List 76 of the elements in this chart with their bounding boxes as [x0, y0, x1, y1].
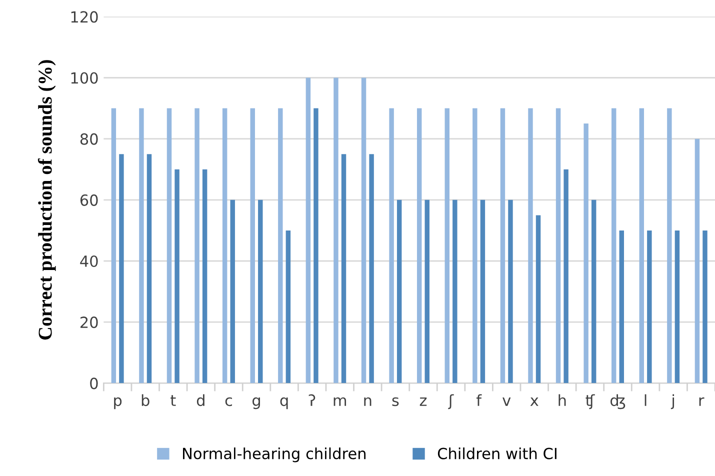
y-tick-label: 20 — [80, 316, 98, 328]
x-tick-label: m — [334, 397, 346, 406]
x-tick-label: d — [196, 394, 204, 406]
x-tick-label: ʔ — [308, 394, 316, 406]
x-tick-label: ʤ — [610, 394, 626, 410]
x-tick-label: p — [114, 397, 122, 410]
x-tick-label: b — [142, 394, 150, 406]
bar — [556, 108, 561, 384]
bar — [396, 200, 402, 384]
x-tick-label: q — [280, 397, 288, 410]
x-tick-label: ʃ — [448, 394, 454, 410]
bar — [591, 200, 596, 384]
bar — [194, 108, 200, 384]
bar — [611, 108, 616, 384]
x-tick-label: g — [252, 397, 260, 410]
x-tick-label: n — [364, 397, 372, 406]
bar — [314, 108, 318, 384]
bar — [111, 108, 116, 384]
bar — [119, 154, 124, 384]
bar — [369, 154, 374, 384]
y-tick-label: 40 — [80, 255, 98, 268]
x-tick-label: x — [530, 398, 538, 406]
bar — [334, 78, 338, 384]
bar — [619, 230, 624, 384]
y-tick-label: 0 — [90, 378, 98, 390]
bar — [361, 78, 366, 384]
bar — [647, 230, 652, 384]
bar — [278, 108, 283, 384]
y-tick-label: 120 — [71, 11, 98, 23]
x-tick-label: ʧ — [586, 394, 595, 410]
bar — [694, 138, 700, 384]
bar — [528, 108, 533, 384]
y-tick-label: 60 — [80, 194, 98, 206]
bar — [639, 108, 644, 384]
legend-label: Children with CI — [438, 447, 556, 460]
bar — [202, 169, 208, 384]
bar — [564, 169, 568, 384]
bar — [480, 200, 486, 384]
bar — [174, 169, 180, 384]
bar — [472, 108, 478, 384]
bar — [306, 78, 311, 384]
bar — [250, 108, 255, 384]
bar — [222, 108, 228, 384]
y-tick-label: 80 — [80, 133, 98, 145]
bar — [444, 108, 450, 384]
bar — [702, 230, 708, 384]
bar — [139, 108, 144, 384]
bar — [424, 200, 430, 384]
legend-label: Normal-hearing children — [183, 447, 366, 462]
bar — [416, 108, 422, 384]
x-tick-label: c — [225, 397, 232, 406]
x-tick-label: h — [558, 394, 566, 406]
x-tick-label: f — [476, 394, 482, 406]
bar — [452, 200, 458, 384]
x-tick-label: j — [670, 394, 674, 410]
bar — [166, 108, 172, 384]
bar — [341, 154, 346, 384]
x-tick-label: r — [699, 397, 704, 406]
bar — [584, 124, 588, 384]
bar — [230, 200, 235, 384]
bar — [146, 154, 152, 384]
y-axis-title: Correct production of sounds (%) — [38, 60, 56, 340]
bar — [389, 108, 394, 384]
bar — [500, 108, 506, 384]
x-tick-label: s — [392, 397, 399, 406]
y-tick-label: 100 — [71, 72, 98, 84]
x-tick-label: l — [644, 394, 646, 406]
x-tick-label: v — [502, 398, 511, 406]
bar — [286, 230, 291, 384]
x-tick-label: z — [420, 398, 427, 406]
x-tick-label: t — [170, 395, 176, 406]
bar — [508, 200, 513, 384]
bar — [536, 215, 541, 384]
bar — [674, 230, 680, 384]
bar — [667, 108, 672, 384]
bar — [258, 200, 263, 384]
